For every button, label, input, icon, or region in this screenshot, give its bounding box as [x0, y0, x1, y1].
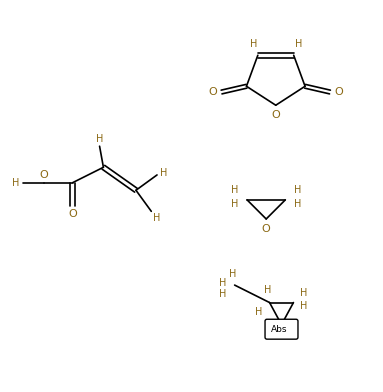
- Text: H: H: [294, 200, 301, 209]
- Text: O: O: [40, 170, 48, 180]
- Text: H: H: [231, 200, 239, 209]
- Text: H: H: [153, 213, 161, 223]
- Text: H: H: [295, 39, 302, 49]
- Text: O: O: [272, 110, 280, 120]
- Text: H: H: [12, 178, 20, 188]
- Text: Abs: Abs: [271, 325, 288, 334]
- Text: O: O: [334, 87, 343, 97]
- Text: H: H: [229, 269, 236, 279]
- Text: H: H: [96, 134, 103, 143]
- Text: H: H: [301, 301, 308, 311]
- Text: H: H: [231, 185, 239, 195]
- Text: H: H: [219, 289, 226, 299]
- Text: H: H: [255, 307, 262, 317]
- Text: O: O: [209, 87, 218, 97]
- Text: O: O: [262, 224, 270, 234]
- Text: H: H: [264, 285, 271, 295]
- Text: H: H: [294, 185, 301, 195]
- Text: H: H: [301, 288, 308, 298]
- FancyBboxPatch shape: [265, 319, 298, 339]
- Text: H: H: [219, 278, 226, 288]
- Text: H: H: [160, 168, 168, 178]
- Text: O: O: [69, 209, 77, 219]
- Text: H: H: [250, 39, 257, 49]
